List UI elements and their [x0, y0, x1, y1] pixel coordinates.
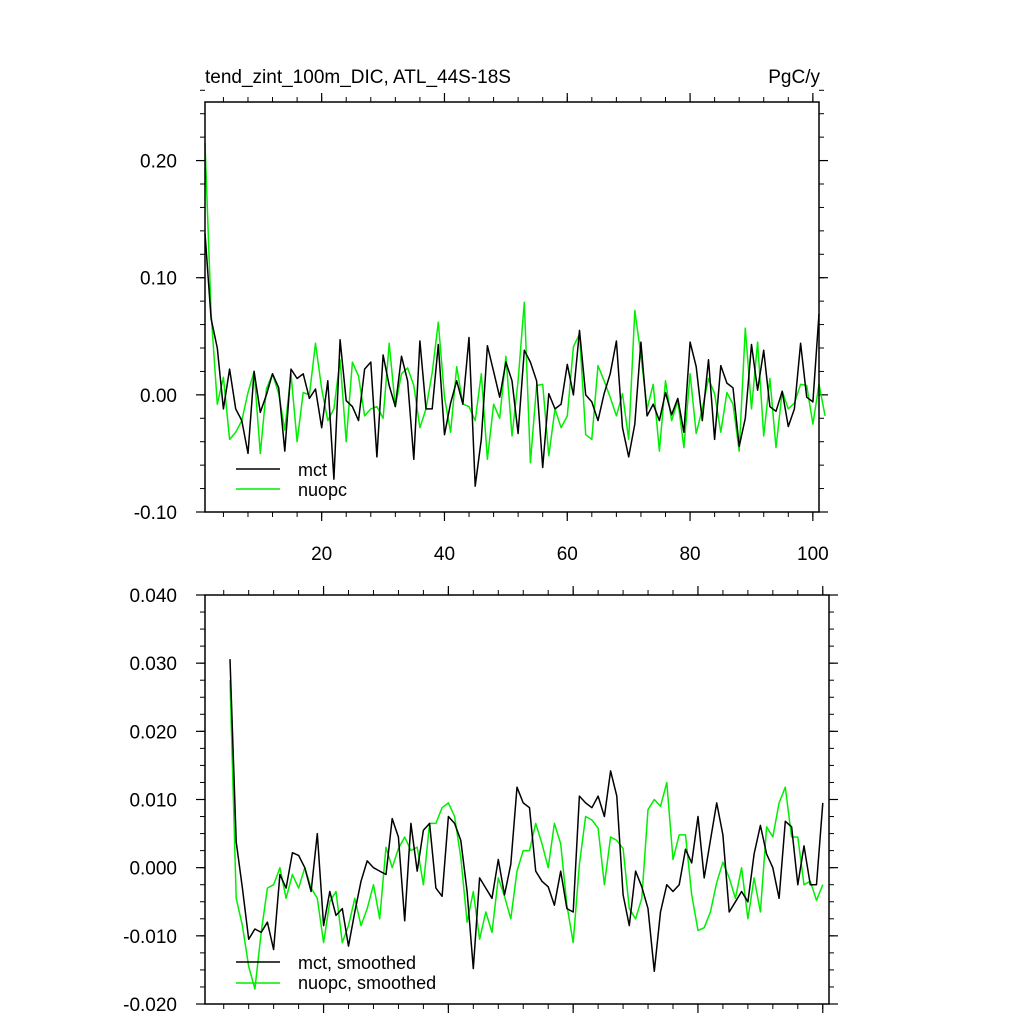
top-panel: tend_zint_100m_DIC, ATL_44S-18S PgC/y -0…: [134, 67, 829, 565]
top-x-tick-label: 80: [679, 544, 700, 565]
top-y-tick-label: 0.00: [140, 386, 177, 407]
top-x-tick-label: 60: [557, 544, 578, 565]
bottom-y-tick-label: -0.020: [123, 995, 177, 1016]
top-series-line-nuopc: [204, 142, 826, 464]
top-series-line-mct: [204, 233, 820, 487]
units-label: PgC/y: [768, 67, 820, 88]
bottom-y-tick-label: 0.000: [129, 859, 177, 880]
top-x-tick-label: 100: [797, 544, 829, 565]
top-x-tick-label: 40: [434, 544, 455, 565]
legend-label-mct-smoothed: mct, smoothed: [298, 953, 416, 973]
bottom-axis-ticks: -0.020 -0.010 0.000 0.010 0.020 0.030 0.040: [123, 586, 838, 1016]
bottom-legend: mct, smoothed nuopc, smoothed: [236, 953, 436, 993]
top-y-tick-label: -0.10: [134, 503, 177, 524]
bottom-series-lines: [229, 659, 824, 990]
top-plot-frame: [204, 101, 820, 513]
legend-label-mct: mct: [298, 460, 327, 480]
bottom-plot-frame: [204, 594, 830, 1005]
top-y-tick-label: 0.20: [140, 152, 177, 173]
top-axis-ticks: -0.10 0.00 0.10 0.20 20 40 60 80 100: [134, 89, 829, 565]
legend-label-nuopc: nuopc: [298, 480, 347, 500]
bottom-series-line-mct-smoothed: [229, 659, 824, 973]
top-y-tick-label: 0.10: [140, 269, 177, 290]
bottom-y-tick-label: 0.020: [129, 722, 177, 743]
bottom-series-line-nuopc-smoothed: [229, 680, 824, 990]
legend-label-nuopc-smoothed: nuopc, smoothed: [298, 973, 436, 993]
bottom-y-tick-label: -0.010: [123, 927, 177, 948]
bottom-y-tick-label: 0.030: [129, 654, 177, 675]
top-series-lines: [204, 142, 826, 487]
bottom-panel: -0.020 -0.010 0.000 0.010 0.020 0.030 0.040 mc…: [123, 586, 838, 1016]
chart-title: tend_zint_100m_DIC, ATL_44S-18S: [205, 67, 511, 88]
top-legend: mct nuopc: [236, 460, 347, 500]
top-x-tick-label: 20: [311, 544, 332, 565]
bottom-y-tick-label: 0.040: [129, 586, 177, 607]
bottom-y-tick-label: 0.010: [129, 791, 177, 812]
